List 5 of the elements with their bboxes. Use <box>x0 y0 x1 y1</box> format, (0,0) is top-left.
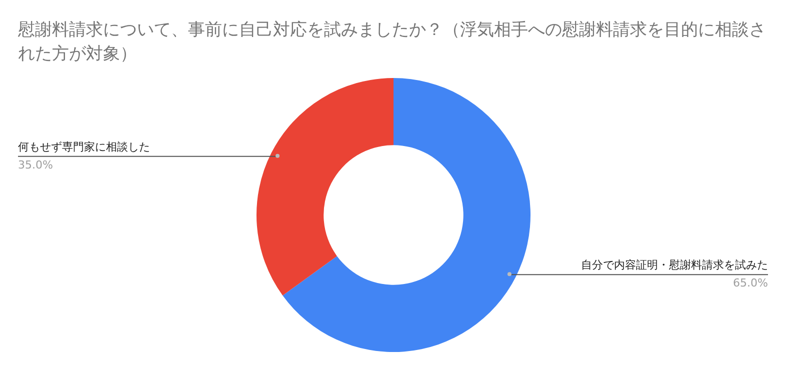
chart-title: 慰謝料請求について、事前に自己対応を試みましたか？（浮気相手への慰謝料請求を目的に相談された方が対象） <box>18 19 767 66</box>
data-label: 35.0% <box>18 158 53 172</box>
data-label: 65.0% <box>733 276 768 290</box>
slice-label: 何もせず専門家に相談した <box>18 140 150 154</box>
slice-label: 自分で内容証明・慰謝料請求を試みた <box>581 258 768 272</box>
